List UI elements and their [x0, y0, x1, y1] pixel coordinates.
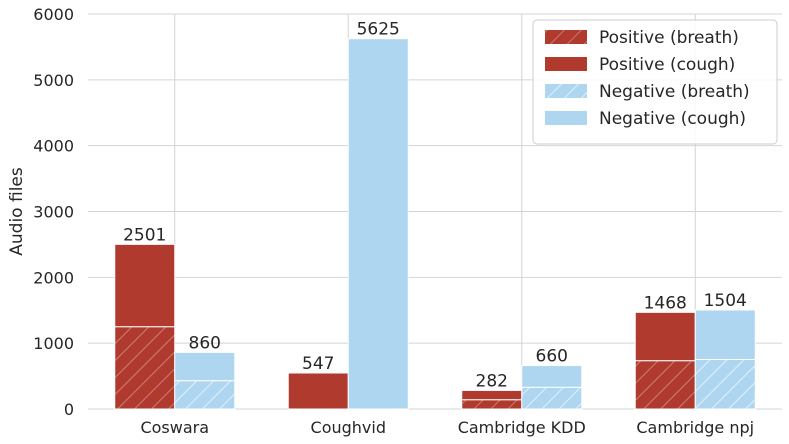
bar-total-label: 5625	[357, 20, 400, 40]
y-axis-title: Audio files	[7, 167, 27, 256]
bar-total-label: 1468	[644, 293, 687, 313]
legend-swatch	[545, 111, 587, 125]
bar-negative-cough	[174, 351, 236, 382]
bar-negative-cough	[347, 38, 409, 410]
x-tick-label: Coswara	[140, 418, 209, 437]
bar-negative-cough	[694, 309, 756, 360]
x-axis-ticks: Coswara Coughvid Cambridge KDD Cambridge np…	[140, 418, 754, 437]
x-tick-label: Cambridge npj	[636, 418, 754, 437]
bar-total-label: 860	[189, 333, 221, 353]
bar-positive-cough	[287, 372, 349, 410]
legend-box	[532, 19, 778, 145]
bar-positive-breath	[634, 360, 696, 410]
legend: Positive (breath) Positive (cough) Negativ…	[532, 19, 778, 145]
y-tick-label: 0	[64, 400, 74, 419]
bar-negative-cough	[521, 365, 583, 388]
bar-total-label: 2501	[123, 225, 166, 245]
y-tick-label: 4000	[33, 137, 74, 156]
x-tick-label: Cambridge KDD	[458, 418, 586, 437]
y-tick-label: 6000	[33, 5, 74, 24]
bar-negative-breath	[174, 380, 236, 410]
y-axis-ticks: 0 1000 2000 3000 4000 5000 6000	[33, 5, 74, 419]
bar-positive-cough	[461, 389, 523, 401]
data-labels: 2501 860 547 5625 282 660 1468 1504	[123, 20, 747, 392]
legend-label: Negative (breath)	[599, 82, 750, 102]
legend-label: Negative (cough)	[599, 109, 746, 129]
bar-total-label: 547	[302, 354, 334, 374]
legend-swatch	[545, 30, 587, 44]
y-tick-label: 3000	[33, 203, 74, 222]
x-tick-label: Coughvid	[311, 418, 386, 437]
bar-positive-cough	[114, 243, 176, 328]
bar-total-label: 282	[476, 371, 508, 391]
y-tick-label: 5000	[33, 71, 74, 90]
bar-positive-cough	[634, 311, 696, 362]
y-tick-label: 1000	[33, 334, 74, 353]
bar-positive-breath	[114, 326, 176, 410]
bar-negative-breath	[521, 386, 583, 410]
bar-negative-breath	[694, 358, 756, 410]
bars	[114, 38, 756, 410]
legend-label: Positive (cough)	[599, 55, 735, 75]
bar-positive-breath	[461, 399, 523, 410]
legend-swatch	[545, 57, 587, 71]
legend-swatch	[545, 84, 587, 98]
bar-total-label: 660	[536, 347, 568, 367]
bar-total-label: 1504	[704, 291, 747, 311]
legend-label: Positive (breath)	[599, 28, 739, 48]
y-tick-label: 2000	[33, 268, 74, 287]
